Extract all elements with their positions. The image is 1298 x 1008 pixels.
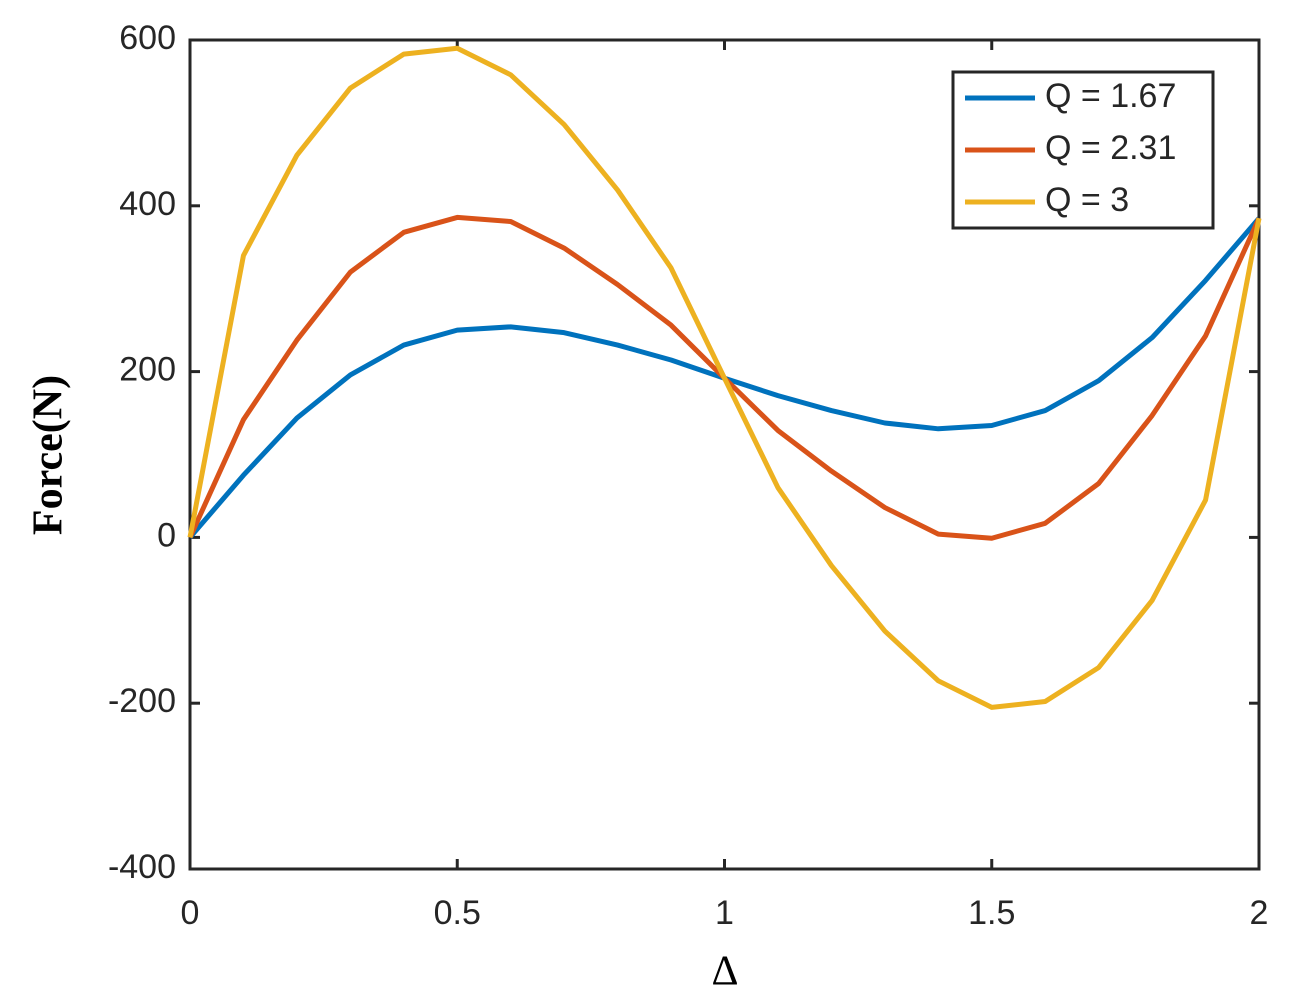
- y-tick-label: 600: [119, 19, 176, 57]
- x-axis-title: Δ: [711, 949, 738, 995]
- y-axis-title: Force(N): [26, 375, 72, 535]
- y-tick-label: 400: [119, 185, 176, 223]
- legend-label: Q = 1.67: [1045, 77, 1176, 115]
- plot-frame: [188, 38, 1261, 871]
- y-tick-label: -400: [108, 848, 176, 886]
- x-tick-label: 1.5: [968, 894, 1015, 932]
- legend-label: Q = 3: [1045, 181, 1129, 219]
- x-tick-label: 1: [715, 894, 734, 932]
- x-tick-label: 0.5: [434, 894, 481, 932]
- y-tick-label: -200: [108, 682, 176, 720]
- y-tick-label: 0: [157, 516, 176, 554]
- line-series: [187, 45, 1262, 710]
- x-tick-label: 0: [181, 894, 200, 932]
- x-tick-label: 2: [1250, 894, 1269, 932]
- y-tick-label: 200: [119, 351, 176, 389]
- legend-label: Q = 2.31: [1045, 129, 1176, 167]
